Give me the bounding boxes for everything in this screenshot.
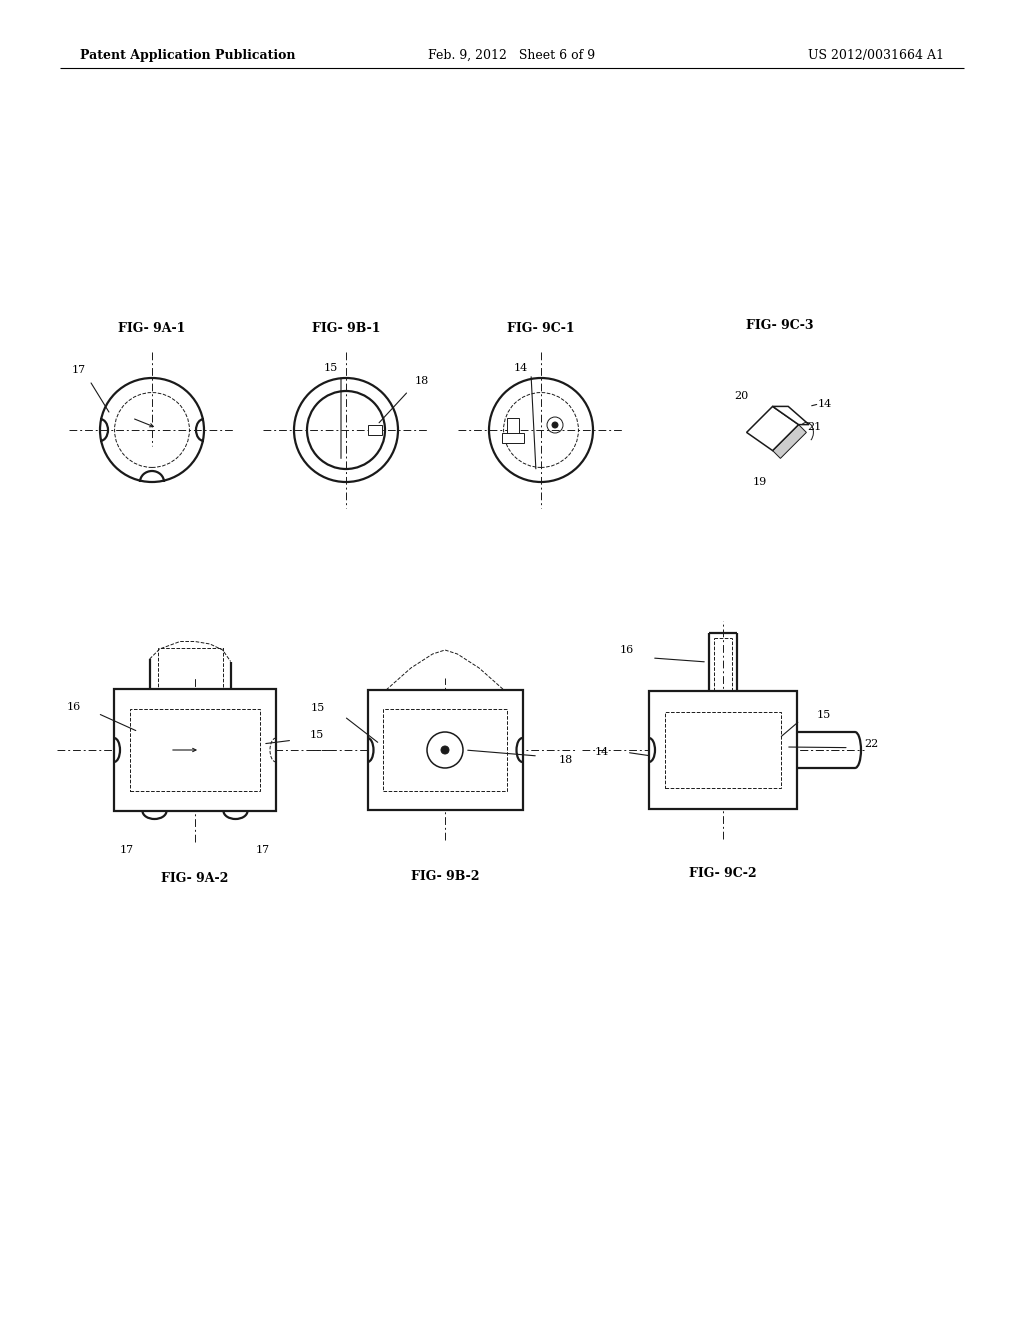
Text: 17: 17 — [120, 845, 134, 855]
Text: 14: 14 — [595, 747, 608, 758]
Bar — [666, 711, 780, 788]
Text: 20: 20 — [734, 391, 749, 401]
Bar — [158, 648, 222, 689]
Text: 14: 14 — [817, 399, 831, 409]
Text: 17: 17 — [256, 845, 270, 855]
Text: 15: 15 — [310, 704, 325, 713]
Polygon shape — [746, 407, 799, 450]
Text: 17: 17 — [72, 366, 86, 375]
Polygon shape — [772, 425, 807, 458]
Text: FIG- 9C-3: FIG- 9C-3 — [746, 319, 814, 333]
Text: 14: 14 — [514, 363, 528, 374]
Text: 21: 21 — [807, 422, 821, 432]
Text: FIG- 9B-1: FIG- 9B-1 — [311, 322, 380, 335]
Text: 16: 16 — [67, 702, 81, 713]
Text: 15: 15 — [816, 710, 830, 719]
Bar — [507, 418, 519, 442]
Text: Feb. 9, 2012   Sheet 6 of 9: Feb. 9, 2012 Sheet 6 of 9 — [428, 49, 596, 62]
Bar — [130, 709, 260, 792]
Text: US 2012/0031664 A1: US 2012/0031664 A1 — [808, 49, 944, 62]
Text: 15: 15 — [324, 363, 338, 374]
Bar — [502, 433, 524, 444]
Text: 22: 22 — [864, 739, 879, 750]
Bar — [649, 690, 797, 809]
Text: 19: 19 — [753, 477, 767, 487]
Text: FIG- 9A-2: FIG- 9A-2 — [162, 871, 228, 884]
Bar — [368, 425, 382, 436]
Bar — [114, 689, 276, 810]
Bar — [368, 690, 522, 810]
Circle shape — [441, 746, 449, 754]
Text: FIG- 9A-1: FIG- 9A-1 — [119, 322, 185, 335]
Text: 18: 18 — [559, 755, 573, 764]
Text: 18: 18 — [415, 376, 428, 385]
Text: FIG- 9C-1: FIG- 9C-1 — [507, 322, 574, 335]
Bar — [383, 709, 507, 791]
Circle shape — [552, 422, 558, 428]
Text: 16: 16 — [620, 644, 634, 655]
Text: Patent Application Publication: Patent Application Publication — [80, 49, 296, 62]
Text: FIG- 9B-2: FIG- 9B-2 — [411, 870, 479, 883]
Text: 15: 15 — [309, 730, 324, 741]
Text: FIG- 9C-2: FIG- 9C-2 — [689, 867, 757, 880]
Polygon shape — [772, 407, 809, 425]
